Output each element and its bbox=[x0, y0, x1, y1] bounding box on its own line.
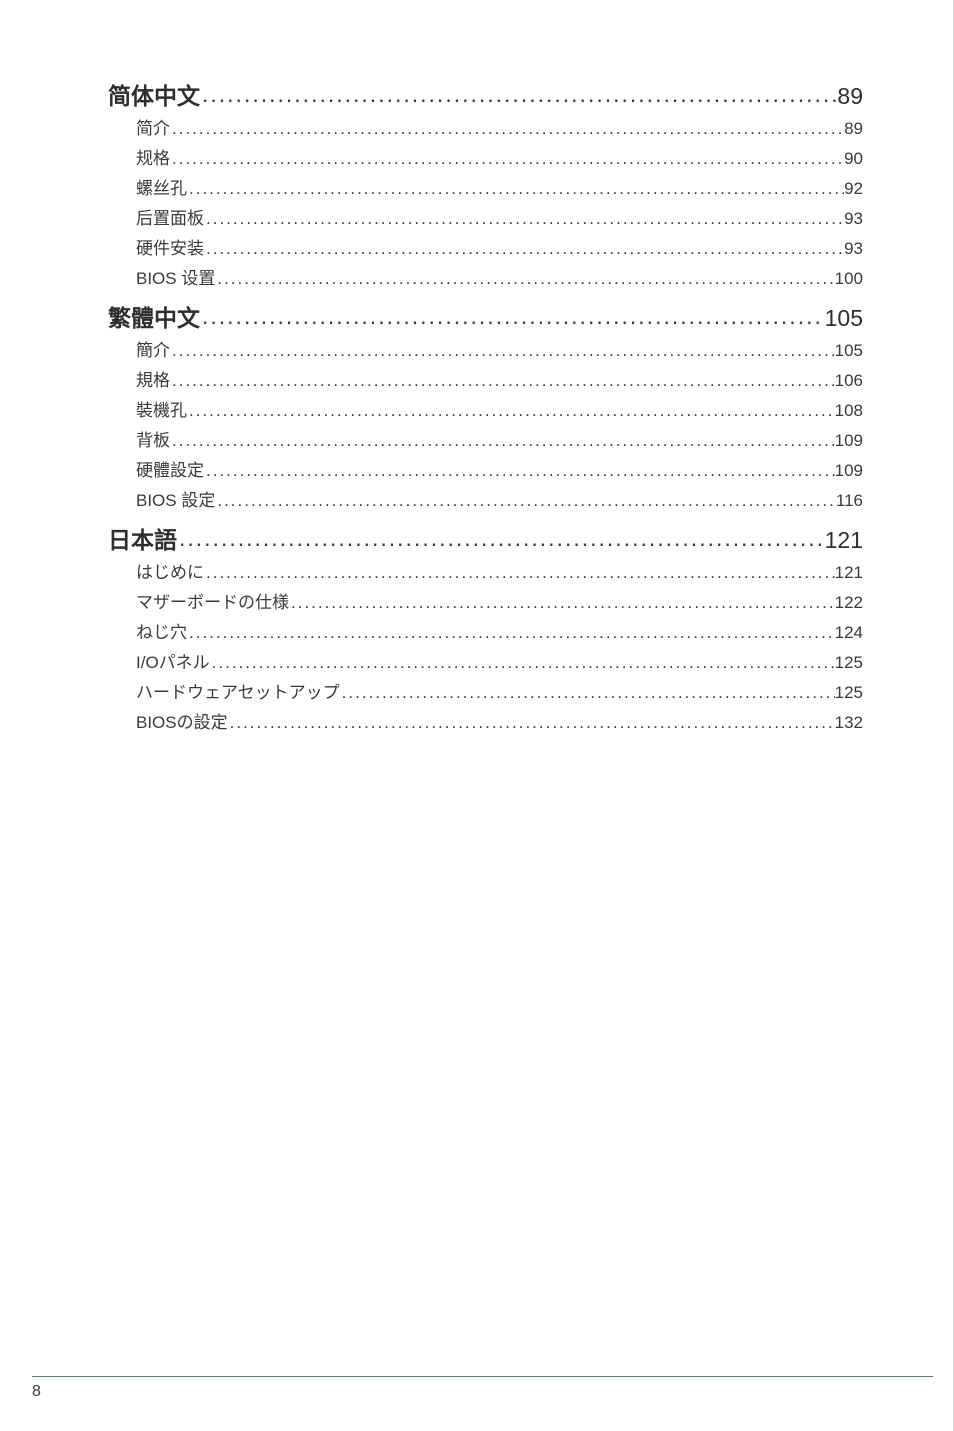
toc-leader-dots bbox=[170, 144, 844, 174]
toc-entry-label: 簡介 bbox=[136, 336, 170, 366]
toc-entry[interactable]: ハードウェアセットアップ 125 bbox=[108, 678, 863, 708]
toc-entry-label: BIOS 设置 bbox=[136, 264, 215, 294]
page-footer: 8 bbox=[0, 1376, 953, 1401]
toc-entry-page: 125 bbox=[835, 648, 863, 678]
toc-entry-page: 124 bbox=[835, 618, 863, 648]
toc-entry-label: 简介 bbox=[136, 114, 170, 144]
toc-leader-dots bbox=[200, 78, 837, 112]
toc-entry-label: ねじ穴 bbox=[136, 618, 187, 648]
toc-section-heading[interactable]: 繁體中文 105 bbox=[108, 300, 863, 336]
toc-entry-page: 100 bbox=[835, 264, 863, 294]
toc-entry-page: 109 bbox=[835, 456, 863, 486]
toc-section-heading[interactable]: 简体中文 89 bbox=[108, 78, 863, 114]
toc-heading-label: 简体中文 bbox=[108, 78, 200, 114]
toc-entry[interactable]: 硬體設定 109 bbox=[108, 456, 863, 486]
toc-entry-page: 125 bbox=[835, 678, 863, 708]
page-number: 8 bbox=[32, 1383, 933, 1401]
toc-entry[interactable]: 規格 106 bbox=[108, 366, 863, 396]
toc-leader-dots bbox=[177, 522, 825, 556]
toc-entry[interactable]: 裝機孔 108 bbox=[108, 396, 863, 426]
toc-entry-label: 硬體設定 bbox=[136, 456, 204, 486]
toc-leader-dots bbox=[187, 396, 835, 426]
toc-entry[interactable]: BIOSの設定 132 bbox=[108, 708, 863, 738]
toc-entry-page: 92 bbox=[844, 174, 863, 204]
toc-leader-dots bbox=[289, 588, 835, 618]
toc-entry[interactable]: BIOS 设置 100 bbox=[108, 264, 863, 294]
toc-entry-label: 裝機孔 bbox=[136, 396, 187, 426]
toc-entry-page: 116 bbox=[836, 486, 863, 516]
toc-heading-page: 121 bbox=[825, 522, 863, 558]
toc-leader-dots bbox=[340, 678, 835, 708]
toc-entry[interactable]: 硬件安装 93 bbox=[108, 234, 863, 264]
table-of-contents: 简体中文 89简介89规格90螺丝孔92后置面板93硬件安装93BIOS 设置1… bbox=[108, 78, 863, 738]
toc-entry[interactable]: ねじ穴 124 bbox=[108, 618, 863, 648]
toc-leader-dots bbox=[170, 426, 835, 456]
toc-entry[interactable]: 簡介 105 bbox=[108, 336, 863, 366]
toc-heading-label: 繁體中文 bbox=[108, 300, 200, 336]
toc-entry-label: はじめに bbox=[136, 558, 204, 588]
toc-heading-page: 105 bbox=[825, 300, 863, 336]
toc-entry-label: 背板 bbox=[136, 426, 170, 456]
toc-entry-label: 硬件安装 bbox=[136, 234, 204, 264]
toc-leader-dots bbox=[170, 114, 844, 144]
toc-leader-dots bbox=[215, 486, 836, 516]
toc-entry-label: ハードウェアセットアップ bbox=[136, 678, 340, 708]
toc-entry-label: I/Oパネル bbox=[136, 648, 210, 678]
footer-rule bbox=[32, 1376, 933, 1377]
toc-entry-page: 106 bbox=[835, 366, 863, 396]
toc-section: 繁體中文 105簡介105規格106裝機孔108背板109硬體設定109BIOS… bbox=[108, 300, 863, 516]
toc-entry[interactable]: 螺丝孔 92 bbox=[108, 174, 863, 204]
toc-entry-page: 122 bbox=[835, 588, 863, 618]
toc-entry-label: BIOS 設定 bbox=[136, 486, 215, 516]
toc-entry-page: 90 bbox=[844, 144, 863, 174]
toc-section: 简体中文 89简介89规格90螺丝孔92后置面板93硬件安装93BIOS 设置1… bbox=[108, 78, 863, 294]
toc-entry-page: 109 bbox=[835, 426, 863, 456]
toc-leader-dots bbox=[170, 336, 835, 366]
toc-leader-dots bbox=[187, 174, 844, 204]
toc-entry-label: 后置面板 bbox=[136, 204, 204, 234]
toc-entry-label: 规格 bbox=[136, 144, 170, 174]
toc-leader-dots bbox=[215, 264, 834, 294]
toc-section: 日本語 121はじめに121マザーボードの仕様122ねじ穴124I/Oパネル12… bbox=[108, 522, 863, 738]
toc-entry-label: 螺丝孔 bbox=[136, 174, 187, 204]
toc-entry[interactable]: 背板 109 bbox=[108, 426, 863, 456]
toc-entry-page: 105 bbox=[835, 336, 863, 366]
toc-leader-dots bbox=[200, 300, 825, 334]
toc-entry-page: 108 bbox=[835, 396, 863, 426]
toc-entry-label: 規格 bbox=[136, 366, 170, 396]
document-page: 简体中文 89简介89规格90螺丝孔92后置面板93硬件安装93BIOS 设置1… bbox=[0, 0, 954, 1431]
toc-entry[interactable]: 后置面板 93 bbox=[108, 204, 863, 234]
toc-leader-dots bbox=[204, 558, 835, 588]
toc-entry-page: 93 bbox=[844, 234, 863, 264]
toc-entry[interactable]: マザーボードの仕様 122 bbox=[108, 588, 863, 618]
toc-entry[interactable]: I/Oパネル 125 bbox=[108, 648, 863, 678]
toc-leader-dots bbox=[187, 618, 835, 648]
toc-section-heading[interactable]: 日本語 121 bbox=[108, 522, 863, 558]
toc-leader-dots bbox=[210, 648, 835, 678]
toc-entry-page: 93 bbox=[844, 204, 863, 234]
toc-leader-dots bbox=[228, 708, 835, 738]
toc-leader-dots bbox=[204, 234, 844, 264]
toc-heading-page: 89 bbox=[837, 78, 863, 114]
toc-entry-label: マザーボードの仕様 bbox=[136, 588, 289, 618]
toc-entry-page: 89 bbox=[844, 114, 863, 144]
toc-entry[interactable]: 简介 89 bbox=[108, 114, 863, 144]
toc-leader-dots bbox=[170, 366, 835, 396]
toc-leader-dots bbox=[204, 204, 844, 234]
toc-entry-page: 121 bbox=[835, 558, 863, 588]
toc-entry-page: 132 bbox=[835, 708, 863, 738]
toc-entry[interactable]: はじめに 121 bbox=[108, 558, 863, 588]
toc-leader-dots bbox=[204, 456, 835, 486]
toc-heading-label: 日本語 bbox=[108, 522, 177, 558]
toc-entry[interactable]: 规格 90 bbox=[108, 144, 863, 174]
toc-entry[interactable]: BIOS 設定 116 bbox=[108, 486, 863, 516]
toc-entry-label: BIOSの設定 bbox=[136, 708, 228, 738]
